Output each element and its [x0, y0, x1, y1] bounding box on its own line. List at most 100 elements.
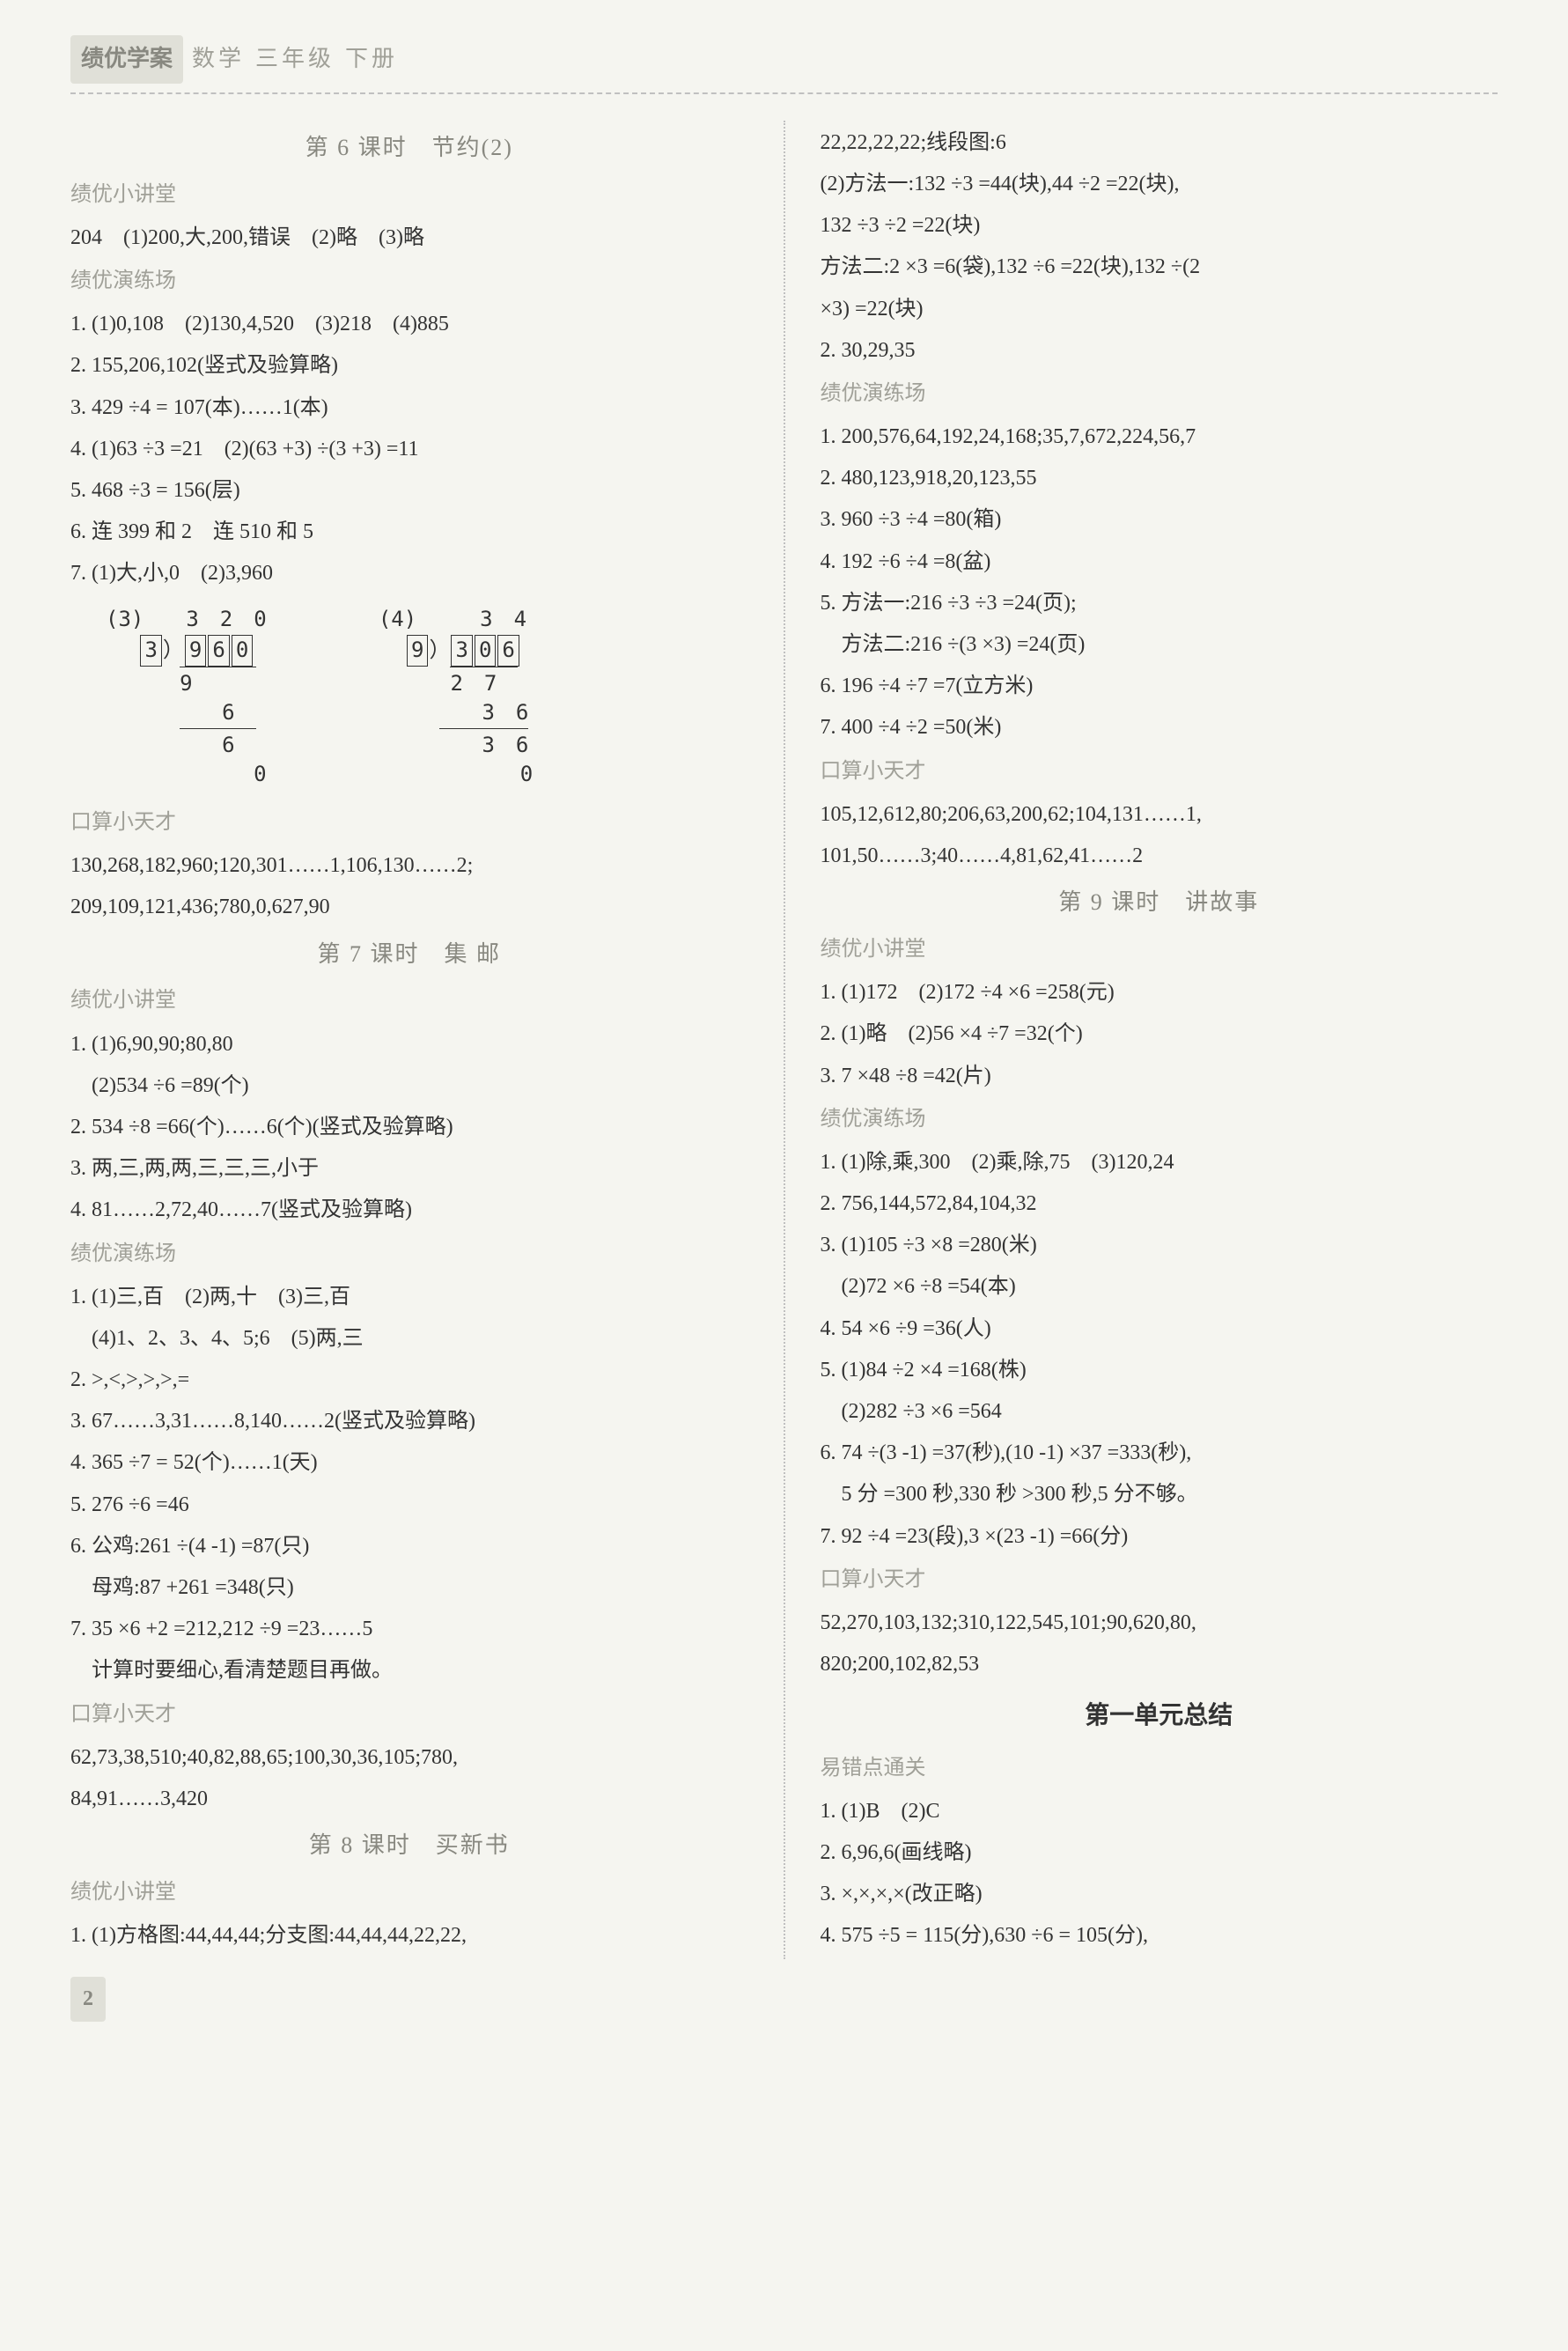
lesson9-p4: 4. 54 ×6 ÷9 =36(人): [821, 1310, 1498, 1348]
lesson7-p4: 4. 365 ÷7 = 52(个)……1(天): [70, 1444, 748, 1482]
lesson9-heading2: 绩优演练场: [821, 1101, 1498, 1139]
lesson8c-p2: 2. 480,123,918,20,123,55: [821, 460, 1498, 497]
lesson6-mental2: 209,109,121,436;780,0,627,90: [70, 888, 748, 926]
lesson7-q1b: (2)534 ÷6 =89(个): [70, 1067, 748, 1105]
lesson9-p3b: (2)72 ×6 ÷8 =54(本): [821, 1268, 1498, 1306]
lesson7-p1: 1. (1)三,百 (2)两,十 (3)三,百: [70, 1279, 748, 1316]
boxed-digit: 9: [185, 635, 206, 667]
lesson8-heading1: 绩优小讲堂: [70, 1874, 748, 1912]
lesson8c-mental2: 101,50……3;40……4,81,62,41……2: [821, 837, 1498, 875]
lesson9-p3: 3. (1)105 ÷3 ×8 =280(米): [821, 1227, 1498, 1264]
lesson6-heading2: 绩优演练场: [70, 262, 748, 300]
boxed-digit: 9: [407, 635, 428, 667]
div-underline: 9: [180, 667, 255, 699]
lesson8c-p7: 7. 400 ÷4 ÷2 =50(米): [821, 709, 1498, 747]
page-number: 2: [70, 1977, 106, 2022]
boxed-digit: 6: [208, 635, 229, 667]
lesson9-p7: 7. 92 ÷4 =23(段),3 ×(23 -1) =66(分): [821, 1518, 1498, 1556]
lesson8c-p6: 6. 196 ÷4 ÷7 =7(立方米): [821, 667, 1498, 705]
lesson6-q6: 6. 连 399 和 2 连 510 和 5: [70, 513, 748, 551]
lesson6-q7: 7. (1)大,小,0 (2)3,960: [70, 555, 748, 593]
div3-quotient: 3 2 0: [186, 607, 266, 631]
lesson8-q1: 1. (1)方格图:44,44,44;分支图:44,44,44,22,22,: [70, 1917, 748, 1955]
lesson8c-line1: 22,22,22,22;线段图:6: [821, 124, 1498, 162]
unit1-q4: 4. 575 ÷5 = 115(分),630 ÷6 = 105(分),: [821, 1917, 1498, 1955]
lesson6-q1: 1. (1)0,108 (2)130,4,520 (3)218 (4)885: [70, 306, 748, 343]
lesson6-q4: 4. (1)63 ÷3 =21 (2)(63 +3) ÷(3 +3) =11: [70, 431, 748, 468]
lesson8c-line5: ×3) =22(块): [821, 291, 1498, 328]
lesson9-p6: 6. 74 ÷(3 -1) =37(秒),(10 -1) ×37 =333(秒)…: [821, 1434, 1498, 1472]
lesson7-p7: 7. 35 ×6 +2 =212,212 ÷9 =23……5: [70, 1610, 748, 1648]
lesson7-title: 第 7 课时 集 邮: [70, 934, 748, 976]
main-content: 第 6 课时 节约(2) 绩优小讲堂 204 (1)200,大,200,错误 (…: [70, 121, 1498, 1959]
lesson8c-p1: 1. 200,576,64,192,24,168;35,7,672,224,56…: [821, 418, 1498, 456]
lesson8c-p4: 4. 192 ÷6 ÷4 =8(盆): [821, 543, 1498, 581]
lesson7-p3: 3. 67……3,31……8,140……2(竖式及验算略): [70, 1403, 748, 1441]
division-block-3: (3) 3 2 0 3）960 9 6 6 0: [70, 596, 267, 799]
div4-quotient: 3 4: [480, 607, 526, 631]
lesson9-title: 第 9 课时 讲故事: [821, 882, 1498, 924]
lesson6-q3: 3. 429 ÷4 = 107(本)……1(本): [70, 389, 748, 427]
lesson9-p6b: 5 分 =300 秒,330 秒 >300 秒,5 分不够。: [821, 1476, 1498, 1514]
lesson7-heading1: 绩优小讲堂: [70, 982, 748, 1020]
lesson9-p5: 5. (1)84 ÷2 ×4 =168(株): [821, 1352, 1498, 1389]
boxed-digit: 0: [232, 635, 253, 667]
right-column: 22,22,22,22;线段图:6 (2)方法一:132 ÷3 =44(块),4…: [821, 121, 1498, 1959]
lesson6-line1: 204 (1)200,大,200,错误 (2)略 (3)略: [70, 219, 748, 257]
lesson6-q5: 5. 468 ÷3 = 156(层): [70, 472, 748, 510]
lesson6-heading3: 口算小天才: [70, 804, 748, 842]
boxed-digit: 6: [497, 635, 519, 667]
unit1-title: 第一单元总结: [821, 1694, 1498, 1738]
lesson9-mental2: 820;200,102,82,53: [821, 1646, 1498, 1684]
lesson8c-line4: 方法二:2 ×3 =6(袋),132 ÷6 =22(块),132 ÷(2: [821, 248, 1498, 286]
lesson9-q3: 3. 7 ×48 ÷8 =42(片): [821, 1058, 1498, 1095]
lesson7-mental1: 62,73,38,510;40,82,88,65;100,30,36,105;7…: [70, 1739, 748, 1777]
lesson7-q4: 4. 81……2,72,40……7(竖式及验算略): [70, 1191, 748, 1229]
lesson7-p6: 6. 公鸡:261 ÷(4 -1) =87(只): [70, 1528, 748, 1566]
lesson8c-line2: (2)方法一:132 ÷3 =44(块),44 ÷2 =22(块),: [821, 166, 1498, 203]
division-diagrams: (3) 3 2 0 3）960 9 6 6 0 (4) 3 4 9）306 2 …: [70, 596, 748, 799]
lesson8c-p3: 3. 960 ÷3 ÷4 =80(箱): [821, 501, 1498, 539]
boxed-digit: 3: [451, 635, 472, 667]
lesson9-p1: 1. (1)除,乘,300 (2)乘,除,75 (3)120,24: [821, 1144, 1498, 1182]
lesson9-q1: 1. (1)172 (2)172 ÷4 ×6 =258(元): [821, 974, 1498, 1012]
lesson9-p2: 2. 756,144,572,84,104,32: [821, 1185, 1498, 1223]
lesson8-title: 第 8 课时 买新书: [70, 1825, 748, 1867]
book-badge: 绩优学案: [70, 35, 183, 84]
div-underline: 2 7: [450, 667, 518, 699]
lesson8c-q2: 2. 30,29,35: [821, 332, 1498, 370]
header-grade: 三年级: [255, 39, 335, 80]
division-block-4: (4) 3 4 9）306 2 7 3 6 3 6 0: [337, 596, 533, 799]
header-volume: 下册: [345, 39, 398, 80]
lesson7-p5: 5. 276 ÷6 =46: [70, 1486, 748, 1524]
header-subject: 数学: [192, 39, 245, 80]
lesson7-heading3: 口算小天才: [70, 1696, 748, 1734]
div-underline: 3 6: [439, 728, 528, 761]
lesson7-q1: 1. (1)6,90,90;80,80: [70, 1026, 748, 1064]
unit1-q1: 1. (1)B (2)C: [821, 1793, 1498, 1831]
lesson8c-line3: 132 ÷3 ÷2 =22(块): [821, 207, 1498, 245]
lesson7-q2: 2. 534 ÷8 =66(个)……6(个)(竖式及验算略): [70, 1109, 748, 1146]
lesson9-q2: 2. (1)略 (2)56 ×4 ÷7 =32(个): [821, 1015, 1498, 1053]
lesson8c-mental1: 105,12,612,80;206,63,200,62;104,131……1,: [821, 796, 1498, 834]
lesson7-mental2: 84,91……3,420: [70, 1780, 748, 1818]
unit1-q3: 3. ×,×,×,×(改正略): [821, 1876, 1498, 1913]
column-divider: [784, 121, 785, 1959]
lesson8c-heading2: 绩优演练场: [821, 375, 1498, 413]
lesson7-p2: 2. >,<,>,>,>,=: [70, 1361, 748, 1399]
page-header: 绩优学案 数学 三年级 下册: [70, 35, 1498, 94]
div3-label: (3): [106, 607, 144, 631]
div-underline: 6: [180, 728, 255, 761]
lesson8c-p5: 5. 方法一:216 ÷3 ÷3 =24(页);: [821, 585, 1498, 623]
lesson9-mental1: 52,270,103,132;310,122,545,101;90,620,80…: [821, 1604, 1498, 1642]
div4-label: (4): [379, 607, 416, 631]
boxed-digit: 3: [140, 635, 161, 667]
lesson8c-heading3: 口算小天才: [821, 753, 1498, 791]
unit1-heading1: 易错点通关: [821, 1750, 1498, 1787]
unit1-q2: 2. 6,96,6(画线略): [821, 1834, 1498, 1872]
lesson9-heading3: 口算小天才: [821, 1561, 1498, 1599]
left-column: 第 6 课时 节约(2) 绩优小讲堂 204 (1)200,大,200,错误 (…: [70, 121, 748, 1959]
lesson7-q3: 3. 两,三,两,两,三,三,三,小于: [70, 1150, 748, 1188]
lesson7-p6b: 母鸡:87 +261 =348(只): [70, 1569, 748, 1607]
lesson6-mental1: 130,268,182,960;120,301……1,106,130……2;: [70, 847, 748, 885]
